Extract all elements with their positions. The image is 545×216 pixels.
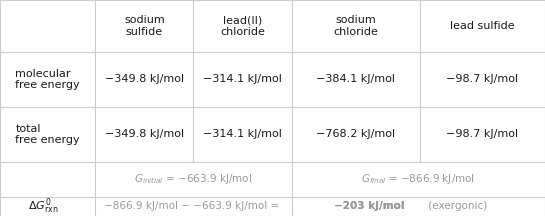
Text: −866.9 kJ/mol − −663.9 kJ/mol =: −866.9 kJ/mol − −663.9 kJ/mol = — [104, 201, 282, 211]
Text: −314.1 kJ/mol: −314.1 kJ/mol — [203, 129, 282, 140]
Text: (exergonic): (exergonic) — [425, 201, 487, 211]
Text: −98.7 kJ/mol: −98.7 kJ/mol — [446, 129, 518, 140]
Text: −349.8 kJ/mol: −349.8 kJ/mol — [105, 129, 184, 140]
Text: total
free energy: total free energy — [15, 124, 80, 145]
Text: −98.7 kJ/mol: −98.7 kJ/mol — [446, 74, 518, 84]
Text: $\Delta G^0_{\rm rxn}$: $\Delta G^0_{\rm rxn}$ — [28, 197, 58, 216]
Text: −203 kJ/mol: −203 kJ/mol — [334, 201, 404, 211]
Text: −203 kJ/mol: −203 kJ/mol — [334, 201, 404, 211]
Text: $\mathit{G}_\mathit{final}$ = −866.9 kJ/mol: $\mathit{G}_\mathit{final}$ = −866.9 kJ/… — [361, 172, 475, 186]
Text: lead sulfide: lead sulfide — [450, 21, 514, 31]
Text: −384.1 kJ/mol: −384.1 kJ/mol — [316, 74, 395, 84]
Text: −314.1 kJ/mol: −314.1 kJ/mol — [203, 74, 282, 84]
Text: −768.2 kJ/mol: −768.2 kJ/mol — [316, 129, 395, 140]
Text: $\mathit{G}_\mathit{initial}$ = −663.9 kJ/mol: $\mathit{G}_\mathit{initial}$ = −663.9 k… — [134, 172, 253, 186]
Text: sodium
sulfide: sodium sulfide — [124, 15, 165, 37]
Text: −349.8 kJ/mol: −349.8 kJ/mol — [105, 74, 184, 84]
Text: sodium
chloride: sodium chloride — [333, 15, 378, 37]
Text: lead(II)
chloride: lead(II) chloride — [220, 15, 265, 37]
Text: molecular
free energy: molecular free energy — [15, 69, 80, 90]
